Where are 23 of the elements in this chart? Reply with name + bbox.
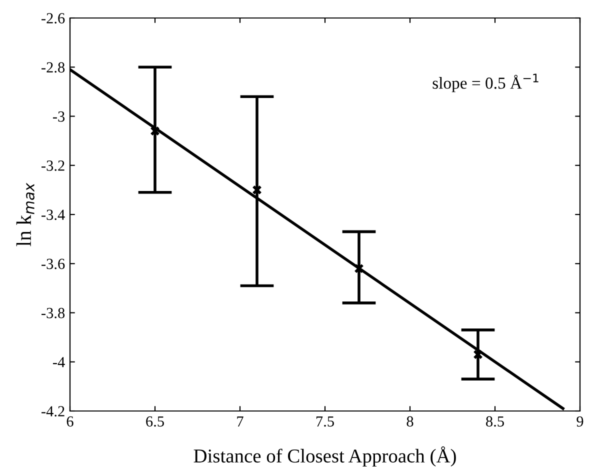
point: [150, 126, 160, 136]
y-tick-label: -3.4: [42, 210, 65, 220]
x-tick-label: 9: [576, 416, 584, 427]
x-tick-label: 6.5: [146, 416, 164, 427]
x-axis-title: Distance of Closest Approach (Å): [194, 446, 456, 467]
y-tick-label: -3.2: [42, 160, 64, 171]
y-tick-label: -3.6: [42, 258, 65, 270]
y-tick-label: -3: [52, 111, 65, 122]
x-tick-label: 8: [406, 416, 414, 427]
y-tick-label: -2.8: [42, 62, 65, 73]
y-tick-label: -4.2: [42, 406, 64, 417]
point: [354, 264, 364, 274]
y-axis-title: ln k$_{max}$: [16, 182, 34, 246]
y-tick-label: -3.8: [42, 308, 65, 318]
x-tick-label: 8.5: [486, 416, 504, 427]
y-tick-label: -4: [52, 357, 65, 368]
annotation: slope = 0.5 Å$^{−1}$: [432, 74, 538, 92]
x-tick-label: 6: [66, 416, 74, 427]
x-tick-label: 7: [237, 416, 244, 426]
point: [473, 350, 483, 360]
y-tick-label: -2.6: [42, 13, 65, 24]
point: [252, 185, 262, 195]
x-tick-label: 7.5: [316, 416, 334, 427]
